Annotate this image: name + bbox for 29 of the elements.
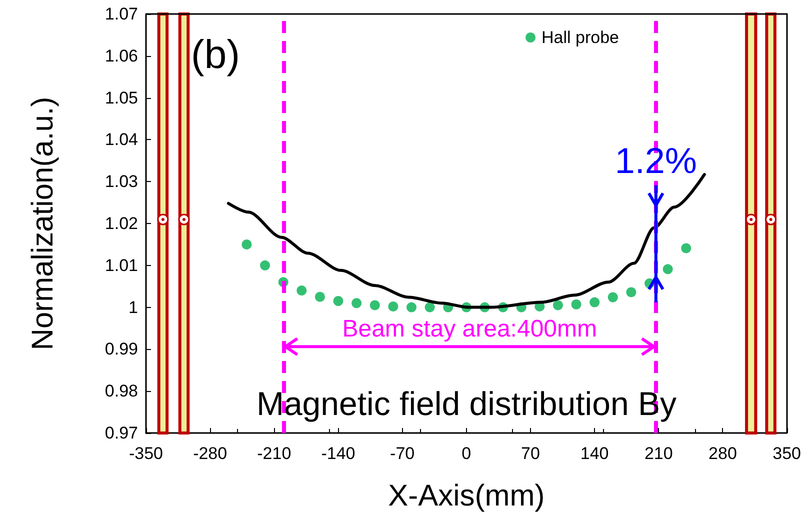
annotation: Magnetic field distribution By bbox=[256, 385, 678, 422]
annotation: Beam stay area:400mm bbox=[342, 316, 598, 343]
y-tick-label: 1.01 bbox=[104, 256, 138, 275]
y-tick-label: 0.99 bbox=[104, 340, 138, 359]
y-tick-label: 1.02 bbox=[104, 214, 138, 233]
y-tick-label: 1.06 bbox=[104, 46, 138, 66]
y-tick-label: 1.07 bbox=[104, 4, 138, 24]
y-axis-title: Normalization(a.u.) bbox=[26, 96, 60, 350]
y-tick-label: 1.04 bbox=[104, 130, 138, 150]
x-axis-title: X-Axis(mm) bbox=[388, 480, 545, 512]
x-tick-label: -140 bbox=[321, 444, 356, 463]
y-tick-label: 1.05 bbox=[104, 88, 138, 108]
y-tick-label: 0.97 bbox=[104, 424, 138, 442]
x-tick-label: 70 bbox=[521, 444, 540, 463]
x-tick-label: 350 bbox=[772, 444, 802, 463]
text: (b) bbox=[191, 33, 240, 77]
x-tick-label: -70 bbox=[390, 444, 415, 463]
annotation: 1.2% bbox=[614, 140, 697, 182]
y-tick-label: 1 bbox=[128, 298, 138, 317]
x-tick-label: 0 bbox=[462, 444, 472, 463]
x-tick-label: 210 bbox=[644, 444, 673, 463]
x-tick-label: -350 bbox=[128, 444, 164, 463]
x-tick-label: 140 bbox=[580, 444, 609, 463]
legend-label: Hall probe bbox=[542, 28, 620, 47]
x-tick-label: 280 bbox=[708, 444, 737, 463]
x-tick-label: -210 bbox=[257, 444, 292, 463]
x-tick-label: -280 bbox=[193, 444, 228, 463]
y-tick-label: 0.98 bbox=[104, 382, 138, 401]
y-tick-label: 1.03 bbox=[104, 172, 138, 192]
